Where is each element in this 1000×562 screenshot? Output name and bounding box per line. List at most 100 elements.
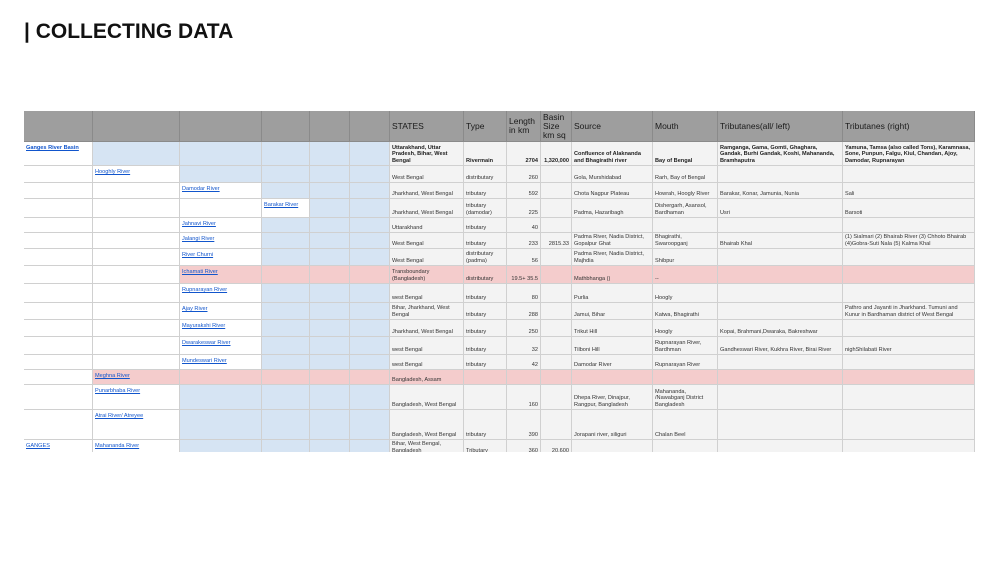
mouth-cell: Dishergarh, Asansol, Bardhaman [653,199,718,218]
states-cell: West Bengal [390,166,464,183]
river-link[interactable]: Dwarakeswar River [180,337,262,355]
basin-cell: 1,320,000 [541,142,572,166]
tree-cell [310,355,350,370]
tree-cell [24,233,93,249]
river-link[interactable]: Jalangi River [180,233,262,249]
tree-cell [93,320,180,337]
tree-cell [24,266,93,284]
tree-cell [350,284,390,303]
empty-cell [718,303,843,320]
empty-cell [572,440,653,452]
tree-cell [180,166,262,183]
length-cell: 32 [507,337,541,355]
mouth-cell: -- [653,266,718,284]
length-cell: 160 [507,385,541,410]
trib-left-cell: Barakar, Konar, Jamunia, Nunia [718,183,843,199]
tree-cell [310,320,350,337]
empty-cell [541,266,572,284]
tree-cell [310,183,350,199]
tree-cell [350,233,390,249]
river-link[interactable]: Mundeswari River [180,355,262,370]
empty-cell [718,284,843,303]
length-cell: 80 [507,284,541,303]
type-cell: Tributary [464,440,507,452]
empty-cell [541,320,572,337]
trib-right-cell: (1) Sialmari (2) Bhairab River (3) Chhot… [843,233,975,249]
empty-cell [541,249,572,266]
river-link[interactable]: Ichamati River [180,266,262,284]
river-link[interactable]: Atrai River/ Atreyee [93,410,180,440]
river-link[interactable]: Jahnavi River [180,218,262,233]
mouth-cell: Rupnarayan River [653,355,718,370]
tree-cell [350,337,390,355]
tree-cell [180,199,262,218]
river-link[interactable]: Rupnarayan River [180,284,262,303]
tree-cell [24,218,93,233]
trib-right-cell: Pathro and Jayanti in Jharkhand. Tumuni … [843,303,975,320]
tree-cell [350,183,390,199]
empty-cell [541,166,572,183]
states-cell: Jharkhand, West Bengal [390,320,464,337]
river-link[interactable]: Punarbhaba River [93,385,180,410]
tree-cell [180,410,262,440]
trib-left-cell: Ramganga, Gama, Gomti, Ghaghara, Gandak,… [718,142,843,166]
tree-cell [93,355,180,370]
header-cell [310,111,350,142]
river-link[interactable]: Ajay River [180,303,262,320]
source-cell: Purlia [572,284,653,303]
length-cell: 225 [507,199,541,218]
tree-cell [180,440,262,452]
empty-cell [541,218,572,233]
empty-cell [464,385,507,410]
tree-cell [93,337,180,355]
column-header: Source [572,111,653,142]
river-link[interactable]: Mahananda River [93,440,180,452]
empty-cell [541,183,572,199]
states-cell: West Bengal [390,233,464,249]
type-cell: tributary [464,410,507,440]
empty-cell [843,320,975,337]
tree-cell [310,249,350,266]
tree-cell [24,199,93,218]
source-cell: Mathbhanga () [572,266,653,284]
river-link[interactable]: River Churni [180,249,262,266]
river-link[interactable]: Mayurakshi River [180,320,262,337]
source-cell: Trikut Hill [572,320,653,337]
type-cell: distributary (padma) [464,249,507,266]
tree-cell [262,284,310,303]
type-cell: tributary (damodar) [464,199,507,218]
mouth-cell: Shibpur [653,249,718,266]
river-link[interactable]: Meghna River [93,370,180,385]
empty-cell [541,303,572,320]
tree-cell [262,320,310,337]
empty-cell [572,370,653,385]
tree-cell [310,337,350,355]
tree-cell [262,337,310,355]
column-header: Tributanes (right) [843,111,975,142]
trib-right-cell: Sali [843,183,975,199]
column-header: Basin Size km sq [541,111,572,142]
river-link[interactable]: Damodar River [180,183,262,199]
length-cell: 2704 [507,142,541,166]
empty-cell [843,284,975,303]
header-cell [262,111,310,142]
mouth-cell: Hoogly [653,320,718,337]
states-cell: Bangladesh, Assam [390,370,464,385]
length-cell: 592 [507,183,541,199]
tree-cell [310,385,350,410]
tree-cell [24,249,93,266]
type-cell: tributary [464,337,507,355]
tree-cell [262,266,310,284]
empty-cell [718,218,843,233]
river-link[interactable]: Barakar River [262,199,310,218]
mouth-cell: Bhagirathi, Swaroopganj [653,233,718,249]
river-link[interactable]: Hooghly River [93,166,180,183]
tree-cell [24,337,93,355]
source-cell: Jorapani river, siliguri [572,410,653,440]
source-cell: Damodar River [572,355,653,370]
header-cell [180,111,262,142]
tree-cell [310,410,350,440]
river-link[interactable]: GANGES [24,440,93,452]
river-link[interactable]: Ganges River Basin [24,142,93,166]
